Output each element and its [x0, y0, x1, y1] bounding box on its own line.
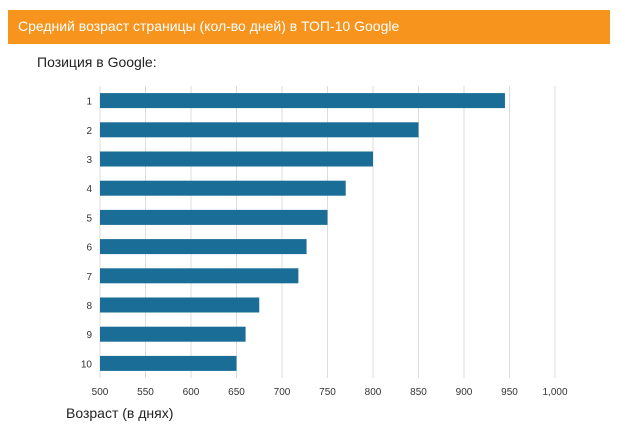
chart-title: Средний возраст страницы (кол-во дней) в…: [18, 18, 400, 34]
chart-title-bar: Средний возраст страницы (кол-во дней) в…: [8, 10, 610, 44]
x-tick-label: 850: [410, 387, 427, 398]
y-tick-label: 9: [86, 330, 92, 341]
y-tick-label: 10: [81, 359, 93, 370]
x-tick-label: 500: [92, 387, 109, 398]
bar: [100, 122, 419, 138]
bar: [100, 355, 237, 371]
bar: [100, 297, 260, 313]
y-axis-title: Позиция в Google:: [37, 54, 157, 70]
y-tick-label: 7: [86, 272, 92, 283]
y-tick-label: 1: [86, 97, 92, 108]
bar: [100, 239, 307, 255]
y-tick-label: 8: [86, 301, 92, 312]
x-tick-label: 650: [228, 387, 245, 398]
y-tick-label: 3: [86, 155, 92, 166]
x-tick-label: 750: [319, 387, 336, 398]
bar: [100, 180, 346, 196]
x-tick-label: 800: [365, 387, 382, 398]
y-tick-label: 5: [86, 213, 92, 224]
y-tick-label: 2: [86, 126, 92, 137]
bar: [100, 93, 505, 109]
x-tick-label: 900: [456, 387, 473, 398]
bar: [100, 151, 373, 167]
x-axis-title: Возраст (в днях): [66, 405, 174, 421]
x-tick-label: 600: [183, 387, 200, 398]
bar: [100, 268, 299, 284]
x-tick-label: 700: [274, 387, 291, 398]
y-tick-label: 4: [86, 184, 92, 195]
bar: [100, 209, 328, 225]
x-tick-label: 1,000: [542, 387, 567, 398]
y-tick-label: 6: [86, 243, 92, 254]
bar: [100, 326, 246, 342]
x-tick-label: 950: [501, 387, 518, 398]
x-tick-label: 550: [137, 387, 154, 398]
